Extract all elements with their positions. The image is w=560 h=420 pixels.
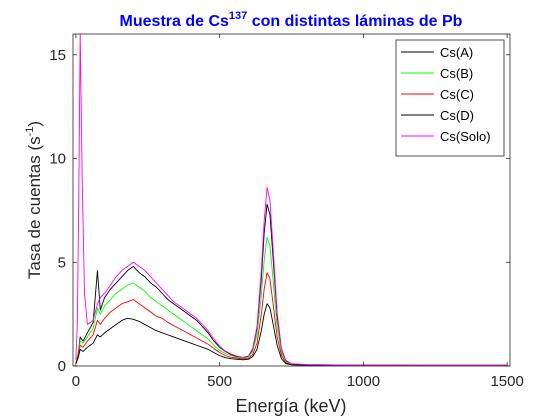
x-tick-label: 0 xyxy=(72,373,80,390)
axes-box xyxy=(72,33,511,367)
title-superscript: 137 xyxy=(229,10,247,22)
legend-label: Cs(B) xyxy=(440,66,473,81)
x-tick-label: 1000 xyxy=(347,373,380,390)
series-line-cssolo xyxy=(75,34,508,366)
y-axis: 0 5 10 15 xyxy=(49,47,510,375)
series-group xyxy=(75,34,508,366)
series-line-csc xyxy=(75,272,508,366)
legend-label: Cs(C) xyxy=(440,87,474,102)
y-axis-label-suffix: ) xyxy=(25,121,44,127)
y-tick-label: 0 xyxy=(58,358,66,375)
y-tick-label: 10 xyxy=(49,151,66,168)
chart-title: Muestra de Cs137 con distintas láminas d… xyxy=(120,10,463,30)
title-suffix: con distintas láminas de Pb xyxy=(247,13,462,30)
y-tick-label: 15 xyxy=(49,47,66,64)
y-axis-label-superscript: -1 xyxy=(24,127,36,137)
title-main: Muestra de Cs xyxy=(120,13,229,30)
x-tick-label: 1500 xyxy=(490,373,523,390)
x-tick-label: 500 xyxy=(207,373,232,390)
series-line-csb xyxy=(75,236,508,366)
legend-label: Cs(A) xyxy=(440,45,473,60)
y-axis-label-main: Tasa de cuentas (s xyxy=(25,136,44,279)
y-axis-label: Tasa de cuentas (s-1) xyxy=(24,121,44,279)
x-axis-label: Energía (keV) xyxy=(235,396,346,416)
y-tick-label: 5 xyxy=(58,254,66,271)
series-line-csd xyxy=(75,303,508,366)
legend-box xyxy=(395,39,505,157)
legend: Cs(A) Cs(B) Cs(C) Cs(D) Cs(Solo) xyxy=(395,39,505,157)
legend-label: Cs(Solo) xyxy=(440,129,491,144)
legend-label: Cs(D) xyxy=(440,108,474,123)
x-axis: 0 500 1000 1500 xyxy=(72,34,524,390)
